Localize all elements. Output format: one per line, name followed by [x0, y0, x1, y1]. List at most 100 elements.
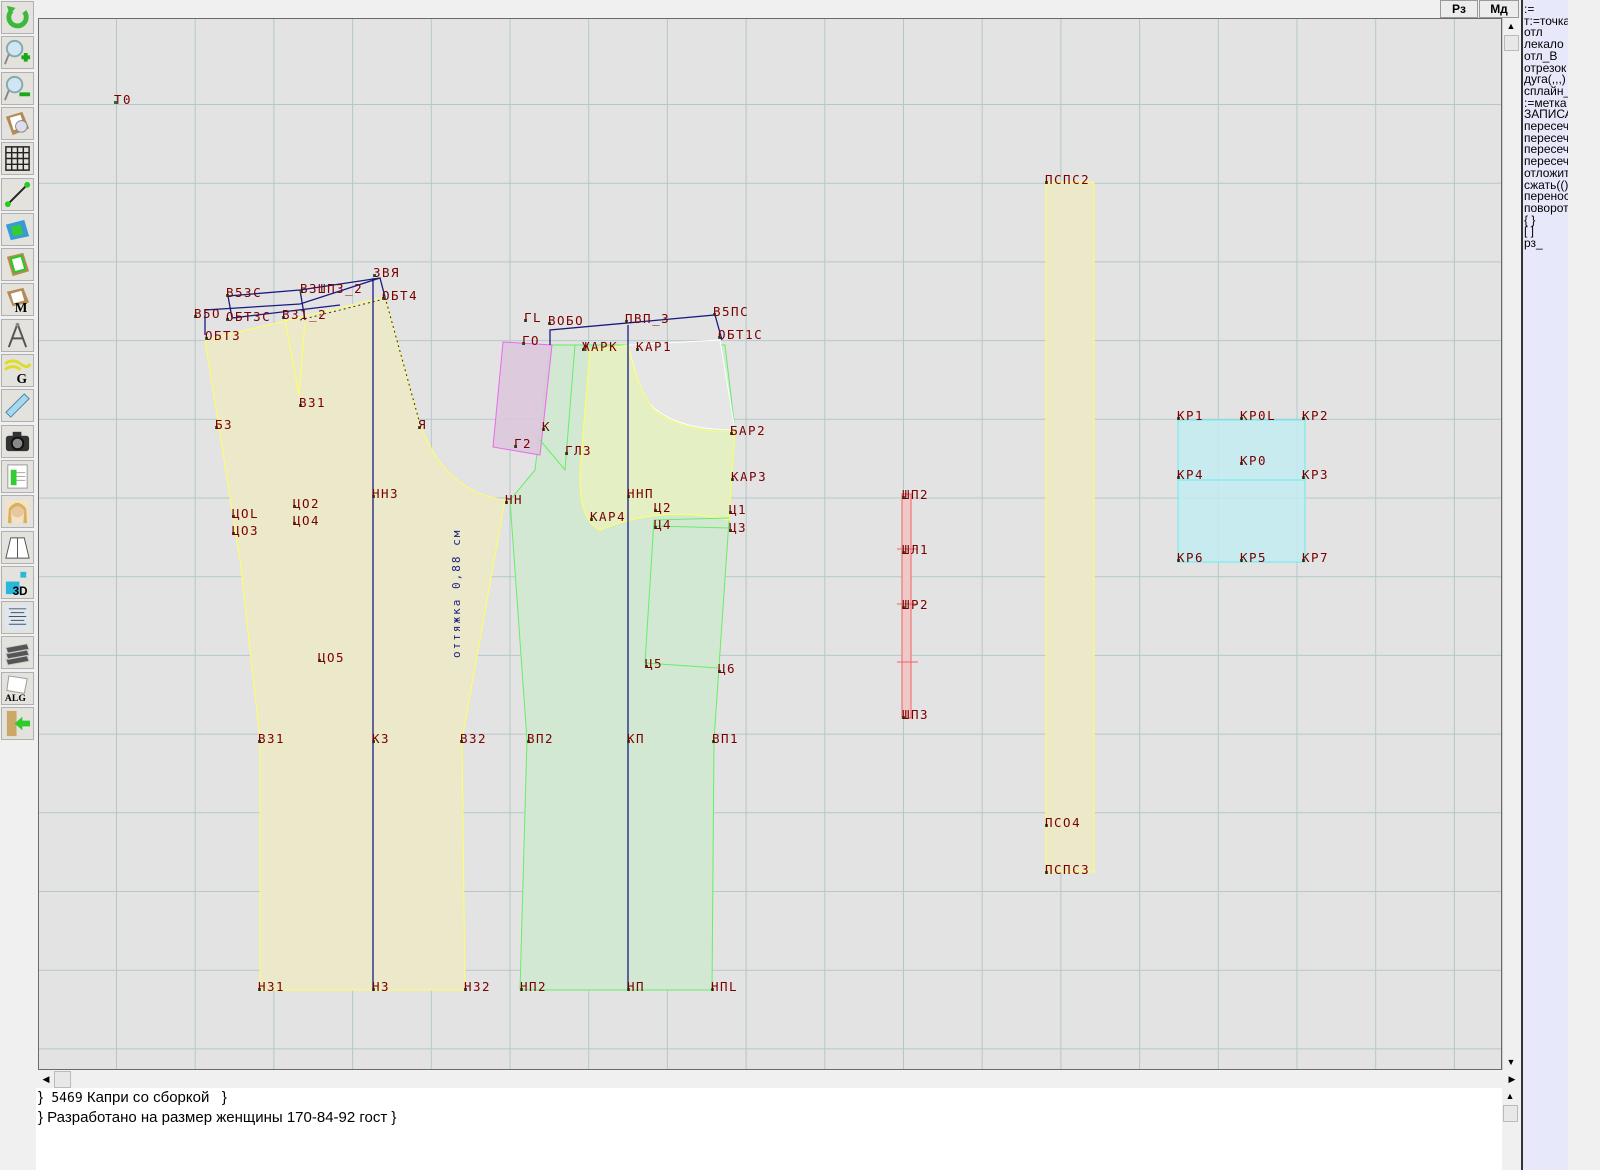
point-label[interactable]: ЦО2 — [293, 496, 320, 511]
point-marker[interactable] — [258, 988, 261, 991]
point-marker[interactable] — [1302, 417, 1305, 420]
point-marker[interactable] — [527, 740, 530, 743]
scroll-down-icon[interactable]: ▼ — [1503, 1054, 1519, 1070]
point-marker[interactable] — [627, 988, 630, 991]
line-segment-button[interactable] — [1, 177, 34, 211]
point-label[interactable]: НП — [627, 979, 645, 994]
point-marker[interactable] — [711, 988, 714, 991]
command-item[interactable]: отл — [1524, 25, 1543, 40]
md-button[interactable]: Мд — [1479, 0, 1519, 18]
point-label[interactable]: ЦОL — [232, 506, 259, 521]
point-label[interactable]: Ц3 — [729, 520, 747, 535]
point-marker[interactable] — [460, 740, 463, 743]
point-marker[interactable] — [627, 740, 630, 743]
point-label[interactable]: КР6 — [1177, 550, 1204, 565]
point-marker[interactable] — [232, 532, 235, 535]
point-marker[interactable] — [542, 428, 545, 431]
point-marker[interactable] — [1045, 871, 1048, 874]
point-marker[interactable] — [729, 529, 732, 532]
scroll-up-icon[interactable]: ▲ — [1503, 18, 1519, 34]
point-marker[interactable] — [1177, 559, 1180, 562]
pattern-g-button[interactable]: G — [1, 354, 34, 387]
point-marker[interactable] — [712, 740, 715, 743]
point-marker[interactable] — [1302, 476, 1305, 479]
text-list-button[interactable] — [1, 601, 34, 635]
point-label[interactable]: КР5 — [1240, 550, 1267, 565]
point-marker[interactable] — [114, 101, 117, 104]
command-item[interactable]: отл_В — [1524, 48, 1558, 63]
point-label[interactable]: НЗ — [372, 979, 390, 994]
point-marker[interactable] — [232, 515, 235, 518]
spreadsheet-button[interactable] — [1, 459, 34, 493]
text-scroll-up-icon[interactable]: ▲ — [1502, 1088, 1518, 1104]
waistband-strip[interactable] — [1045, 181, 1095, 873]
point-label[interactable]: ЦО3 — [232, 523, 259, 538]
command-item[interactable]: [ ] — [1524, 224, 1535, 239]
point-marker[interactable] — [514, 445, 517, 448]
point-marker[interactable] — [520, 988, 523, 991]
point-label[interactable]: КР0L — [1240, 408, 1276, 423]
point-label[interactable]: Б3 — [215, 417, 233, 432]
point-label[interactable]: ОБТ3 — [205, 328, 241, 343]
point-label[interactable]: ГО — [522, 333, 540, 348]
point-marker[interactable] — [299, 404, 302, 407]
point-marker[interactable] — [293, 505, 296, 508]
point-label[interactable]: ННП — [627, 486, 654, 501]
point-marker[interactable] — [505, 501, 508, 504]
command-item[interactable]: :=метка — [1524, 95, 1567, 110]
command-item[interactable]: пересеч — [1524, 119, 1568, 134]
point-marker[interactable] — [582, 348, 585, 351]
point-marker[interactable] — [372, 495, 375, 498]
scroll-thumb[interactable] — [1504, 35, 1519, 51]
point-marker[interactable] — [282, 316, 285, 319]
point-label[interactable]: Ц6 — [718, 661, 736, 676]
command-item[interactable]: перенос — [1524, 189, 1568, 204]
point-label[interactable]: ВП1 — [712, 731, 739, 746]
point-marker[interactable] — [636, 348, 639, 351]
point-marker[interactable] — [1045, 824, 1048, 827]
avatar-photo-button[interactable] — [1, 495, 34, 529]
back-trouser-piece[interactable] — [204, 296, 506, 991]
drawing-canvas[interactable]: оттяжка 0,88 см Т0 В5ЗС ВЗШП3_2 ЗВЯ ОБТ4 В5О О… — [38, 18, 1502, 1070]
point-label[interactable]: Ц5 — [645, 656, 663, 671]
command-item[interactable]: пересеч — [1524, 130, 1568, 145]
point-marker[interactable] — [382, 297, 385, 300]
point-label[interactable]: ОБТ1С — [718, 327, 763, 342]
point-label[interactable]: КЗ — [372, 731, 390, 746]
command-item[interactable]: пересеч — [1524, 154, 1568, 169]
point-label[interactable]: ШП3 — [902, 707, 929, 722]
point-label[interactable]: ЖАРК — [582, 339, 618, 354]
point-marker[interactable] — [418, 426, 421, 429]
point-marker[interactable] — [1240, 559, 1243, 562]
point-label[interactable]: КР0 — [1240, 453, 1267, 468]
point-label[interactable]: ВЗШП3_2 — [300, 281, 363, 296]
command-item[interactable]: лекало — [1524, 37, 1564, 52]
point-marker[interactable] — [902, 716, 905, 719]
point-marker[interactable] — [1302, 559, 1305, 562]
point-label[interactable]: ЦО5 — [318, 650, 345, 665]
point-marker[interactable] — [729, 511, 732, 514]
grid-button[interactable] — [1, 142, 34, 176]
command-item[interactable]: т:=точка — [1524, 13, 1568, 28]
camera-button[interactable] — [1, 424, 34, 458]
books-button[interactable] — [1, 636, 34, 670]
point-label[interactable]: ВОБО — [548, 313, 584, 328]
point-label[interactable]: НПL — [711, 979, 738, 994]
point-label[interactable]: Т0 — [114, 92, 132, 107]
point-label[interactable]: ВЗ1 — [258, 731, 285, 746]
point-label[interactable]: К — [542, 419, 551, 434]
point-label[interactable]: ШЛ1 — [902, 542, 929, 557]
point-label[interactable]: ПВП_3 — [625, 311, 670, 326]
alg-document-button[interactable]: ALG — [1, 671, 34, 705]
exit-button[interactable] — [1, 707, 34, 740]
point-marker[interactable] — [372, 740, 375, 743]
pocket-piece[interactable] — [579, 344, 736, 531]
point-label[interactable]: ГЛ3 — [565, 443, 592, 458]
point-label[interactable]: КАР1 — [636, 339, 672, 354]
point-marker[interactable] — [205, 337, 208, 340]
map-button[interactable] — [1, 212, 34, 246]
scroll-right-icon[interactable]: ▶ — [1504, 1071, 1520, 1087]
point-label[interactable]: Ц1 — [729, 502, 747, 517]
refresh-button[interactable] — [1, 1, 34, 34]
point-marker[interactable] — [718, 336, 721, 339]
